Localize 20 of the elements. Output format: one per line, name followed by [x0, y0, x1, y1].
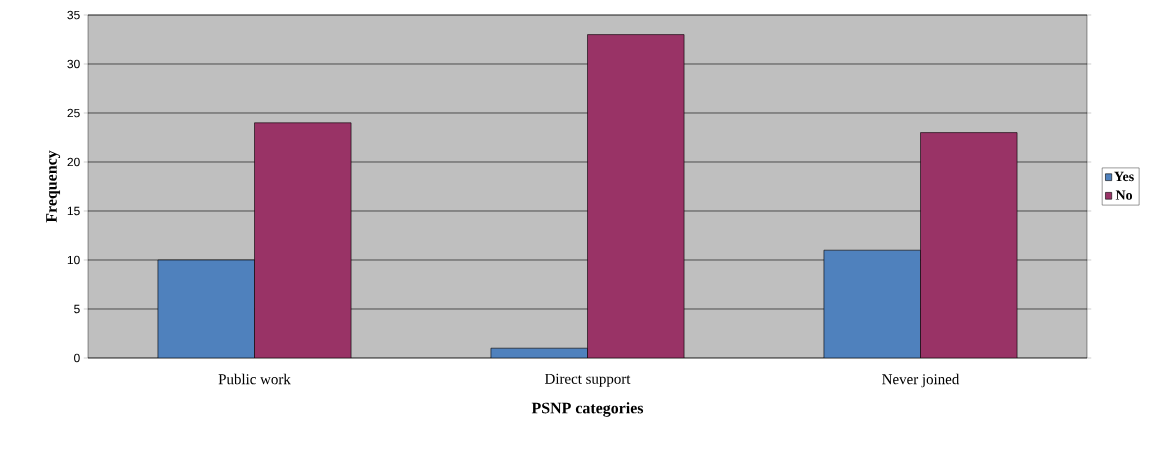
bar [157, 259, 255, 358]
y-tick-label: 30 [67, 59, 80, 69]
bar [254, 122, 352, 358]
y-tick-label: 5 [74, 304, 80, 314]
y-tick-label: 10 [67, 255, 80, 265]
x-tick-label: Direct support [544, 373, 631, 387]
y-tick-label: 35 [67, 10, 80, 20]
y-tick-label: 0 [74, 353, 80, 363]
y-axis-title: Frequency [46, 150, 61, 223]
bar [920, 132, 1018, 358]
bar [823, 249, 921, 358]
bar [587, 34, 685, 358]
y-tick-label: 20 [67, 157, 80, 167]
y-tick-label: 15 [67, 206, 80, 216]
legend-label: No [1115, 190, 1133, 200]
x-tick-label: Never joined [882, 373, 960, 388]
y-tick-label: 25 [67, 108, 80, 118]
legend-label: Yes [1114, 171, 1134, 182]
x-tick-label: Public work [218, 373, 291, 385]
x-axis-title: PSNP categories [531, 402, 644, 417]
